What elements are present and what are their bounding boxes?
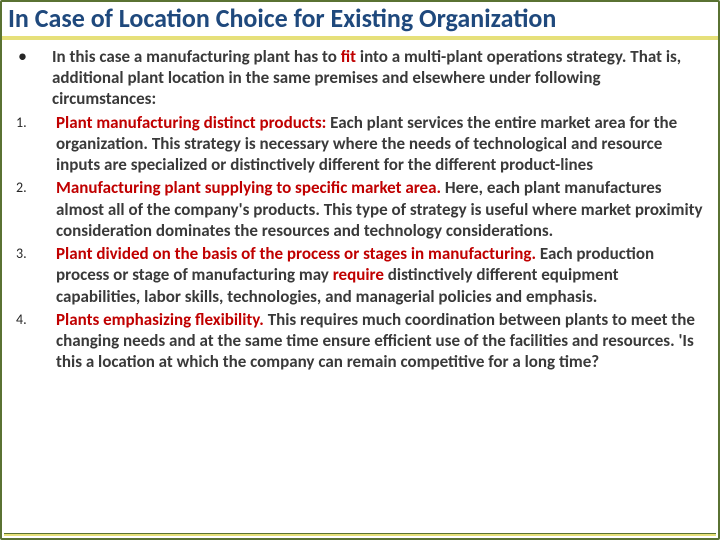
slide: In Case of Location Choice for Existing … bbox=[0, 0, 720, 540]
item-hot: require bbox=[333, 264, 384, 285]
item-text: Plant manufacturing distinct products: E… bbox=[46, 112, 704, 176]
slide-title: In Case of Location Choice for Existing … bbox=[2, 2, 718, 40]
intro-hot: fit bbox=[341, 46, 356, 67]
item-marker: 4. bbox=[12, 309, 46, 331]
bullet-marker: • bbox=[12, 46, 46, 68]
bottom-rule bbox=[4, 533, 716, 536]
item-lead: Plants emphasizing flexibility. bbox=[56, 309, 268, 330]
list-item: 2. Manufacturing plant supplying to spec… bbox=[12, 177, 704, 241]
item-marker: 2. bbox=[12, 177, 46, 199]
item-text: Plant divided on the basis of the proces… bbox=[46, 243, 704, 307]
list-item: 3. Plant divided on the basis of the pro… bbox=[12, 243, 704, 307]
intro-row: • In this case a manufacturing plant has… bbox=[12, 46, 704, 110]
slide-body: • In this case a manufacturing plant has… bbox=[2, 40, 718, 381]
list-item: 4. Plants emphasizing flexibility. This … bbox=[12, 309, 704, 373]
item-lead: Plant divided on the basis of the proces… bbox=[56, 243, 540, 264]
intro-text: In this case a manufacturing plant has t… bbox=[46, 46, 704, 110]
intro-pre: In this case a manufacturing plant has t… bbox=[52, 46, 341, 67]
item-marker: 3. bbox=[12, 243, 46, 265]
item-lead: Plant manufacturing distinct products: bbox=[56, 112, 330, 133]
item-lead: Manufacturing plant supplying to specifi… bbox=[56, 177, 445, 198]
item-text: Manufacturing plant supplying to specifi… bbox=[46, 177, 704, 241]
item-marker: 1. bbox=[12, 112, 46, 134]
item-text: Plants emphasizing flexibility. This req… bbox=[46, 309, 704, 373]
list-item: 1. Plant manufacturing distinct products… bbox=[12, 112, 704, 176]
